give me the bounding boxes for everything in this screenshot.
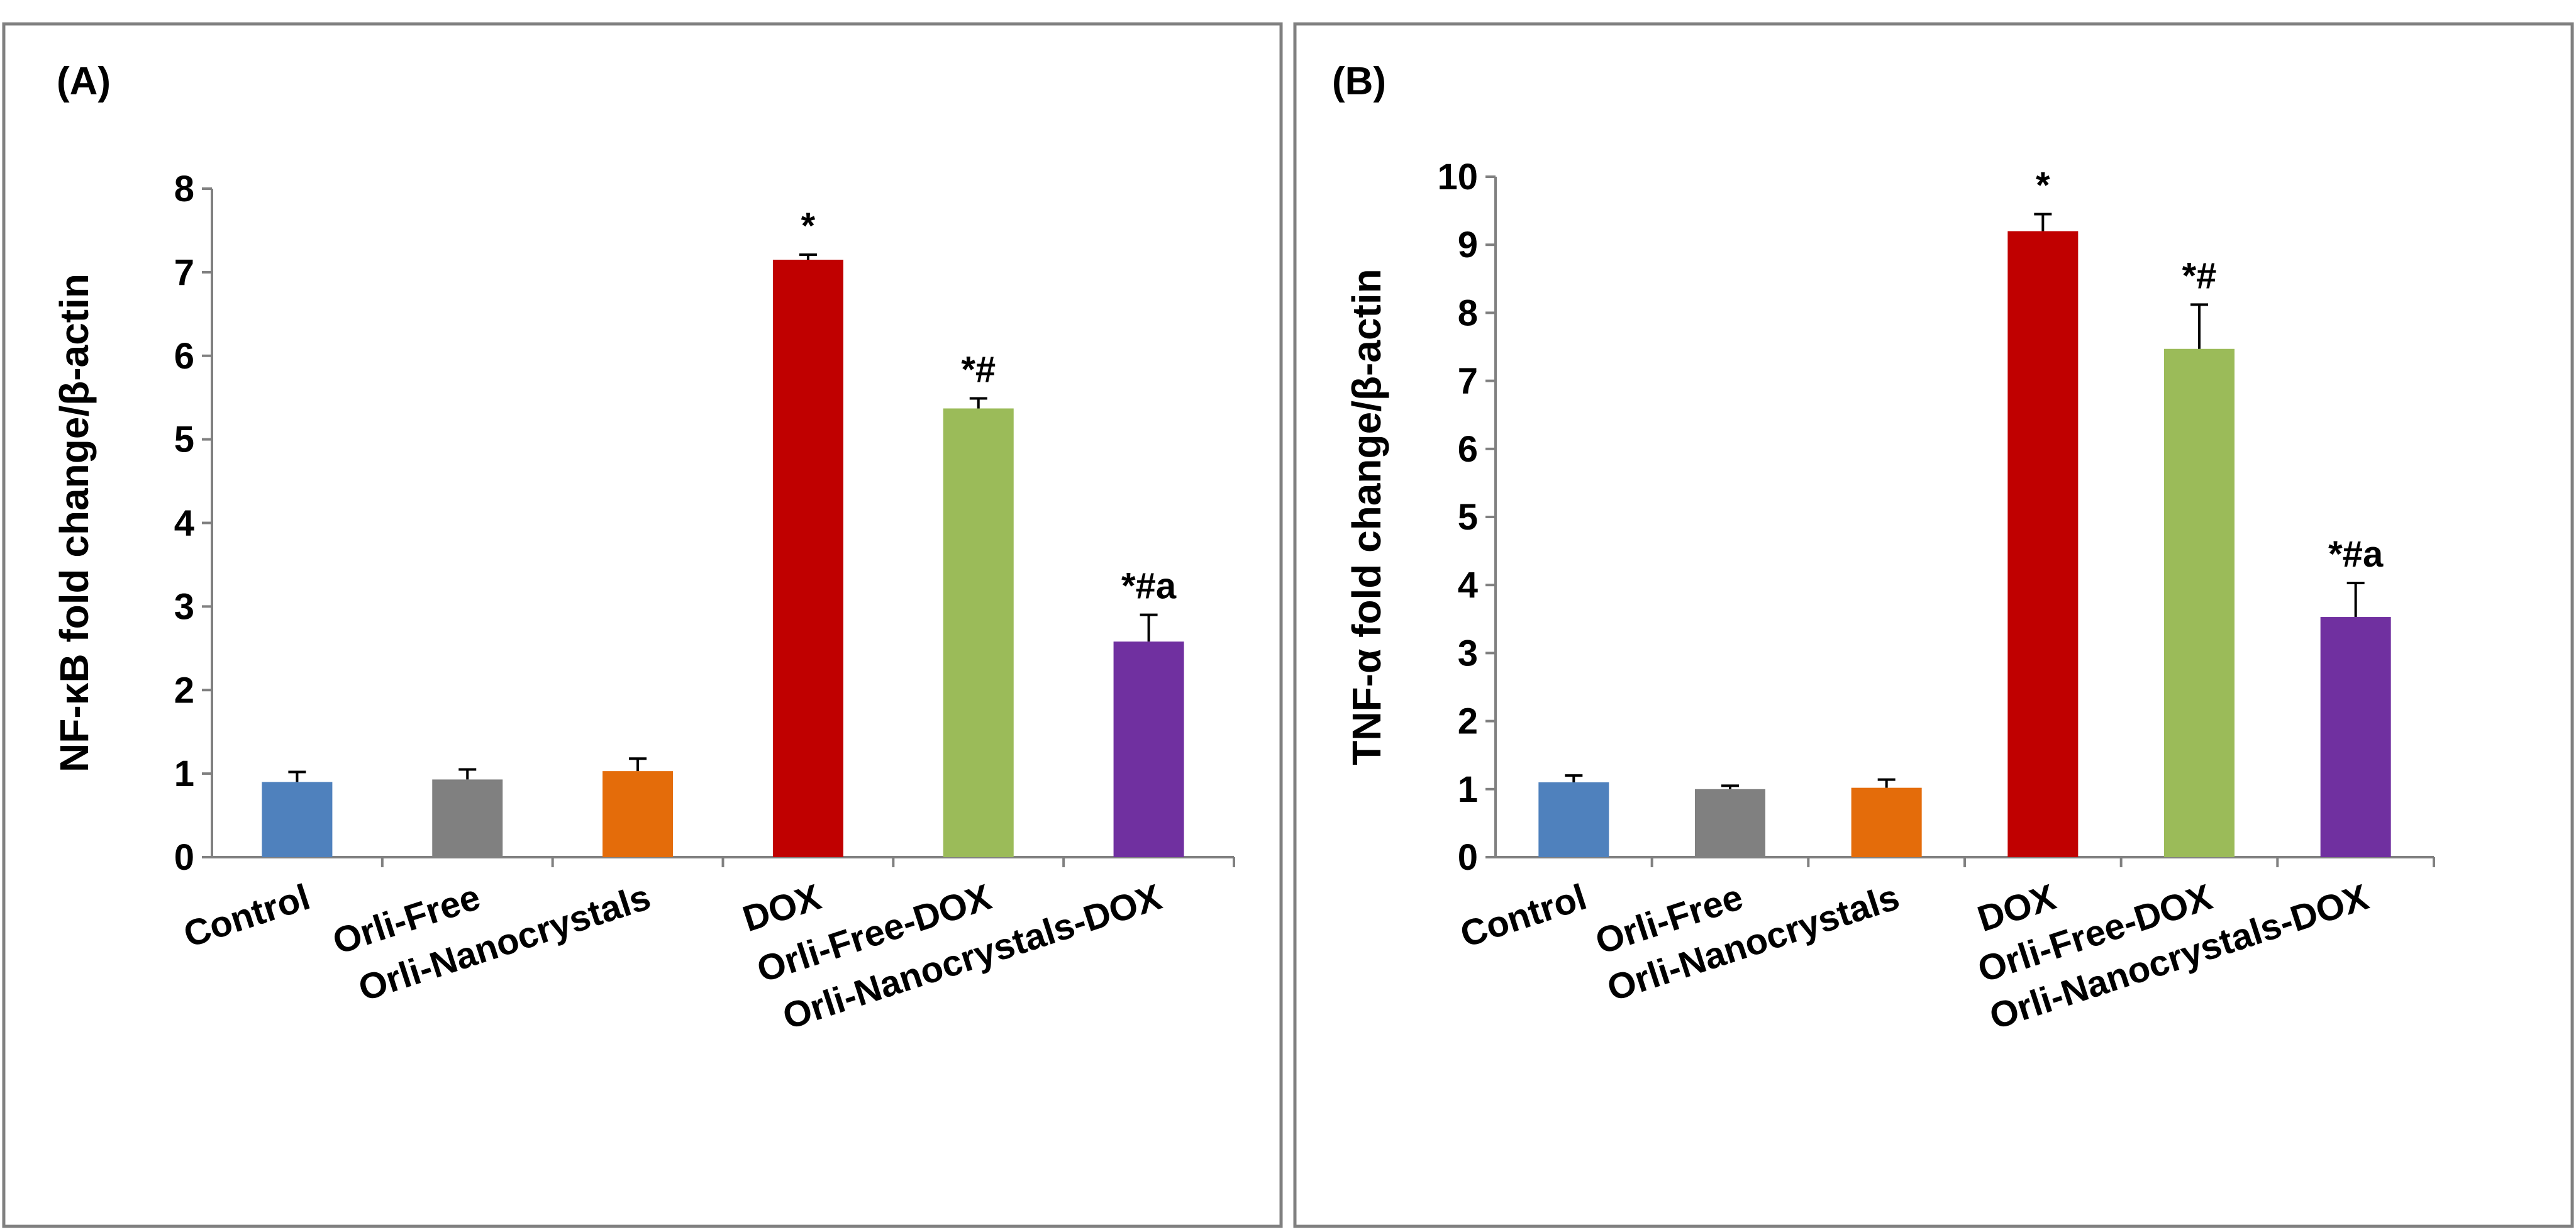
panel-a-frame bbox=[2, 22, 1283, 1228]
panel-a-y-tick-label: 6 bbox=[174, 336, 194, 377]
panel-b-bar bbox=[1538, 782, 1609, 857]
panel-b-y-tick-label: 2 bbox=[1458, 701, 1478, 742]
panel-b-y-tick-label: 6 bbox=[1458, 429, 1478, 470]
panel-b-y-tick-label: 0 bbox=[1458, 837, 1478, 878]
panel-b-y-tick-label: 9 bbox=[1458, 225, 1478, 265]
panel-a-y-tick-label: 1 bbox=[174, 753, 194, 794]
panel-a-y-axis-title: NF-κB fold change/β-actin bbox=[52, 274, 97, 772]
panel-b-error-bar bbox=[1721, 784, 1739, 789]
panel-b-error-bar bbox=[1565, 774, 1583, 782]
panel-b-bar bbox=[2007, 231, 2079, 857]
panel-b-significance-label: *# bbox=[2182, 255, 2217, 296]
panel-a-bar bbox=[943, 408, 1014, 857]
panel-a-y-tick-label: 5 bbox=[174, 419, 194, 460]
panel-b-y-tick-label: 10 bbox=[1437, 157, 1478, 197]
panel-b-bar bbox=[1695, 789, 1765, 857]
panel-a-bar bbox=[772, 259, 843, 858]
panel-b-bar bbox=[2164, 348, 2235, 857]
panel-a-y-tick-label: 7 bbox=[174, 252, 194, 293]
panel-b-y-tick-label: 3 bbox=[1458, 633, 1478, 674]
panel-b-y-tick-label: 7 bbox=[1458, 361, 1478, 402]
panel-a-error-bar bbox=[969, 397, 987, 409]
panel-b-y-axis-title: TNF-α fold change/β-actin bbox=[1344, 269, 1389, 765]
panel-a-letter: (A) bbox=[57, 60, 111, 103]
panel-a-error-bar bbox=[1140, 613, 1158, 642]
panel-b-significance-label: *#a bbox=[2328, 534, 2384, 575]
panel-b-error-bar bbox=[2346, 581, 2365, 618]
panel-b-error-bar bbox=[2034, 213, 2052, 231]
panel-a-significance-label: *# bbox=[961, 350, 996, 391]
panel-a-y-tick-label: 2 bbox=[174, 670, 194, 711]
panel-a-y-tick-label: 3 bbox=[174, 586, 194, 627]
panel-a-bar bbox=[432, 779, 503, 857]
panel-b-letter: (B) bbox=[1332, 60, 1386, 103]
panel-a-error-bar bbox=[799, 253, 817, 260]
panel-b-bar bbox=[1851, 787, 1922, 857]
panel-a-y-tick-label: 0 bbox=[174, 837, 194, 878]
panel-a-bar bbox=[1113, 641, 1184, 857]
panel-a-bar bbox=[262, 782, 333, 857]
panel-b-significance-label: * bbox=[2036, 165, 2050, 206]
panel-b-error-bar bbox=[1877, 778, 1896, 788]
panel-a-y-tick-label: 4 bbox=[174, 503, 194, 544]
panel-a-bar bbox=[602, 771, 674, 857]
panel-a-error-bar bbox=[629, 757, 647, 772]
panel-a-error-bar bbox=[288, 770, 306, 782]
panel-b-y-tick-label: 5 bbox=[1458, 497, 1478, 538]
panel-b-y-tick-label: 1 bbox=[1458, 769, 1478, 810]
panel-a-y-tick-label: 8 bbox=[174, 169, 194, 209]
panel-b-y-tick-label: 4 bbox=[1458, 565, 1478, 606]
panel-b-bar bbox=[2320, 617, 2391, 857]
panel-a-significance-label: * bbox=[801, 206, 816, 247]
panel-b-y-tick-label: 8 bbox=[1458, 292, 1478, 333]
panel-a-error-bar bbox=[458, 768, 477, 780]
panel-a-significance-label: *#a bbox=[1121, 566, 1177, 607]
panel-b-error-bar bbox=[2190, 303, 2208, 349]
